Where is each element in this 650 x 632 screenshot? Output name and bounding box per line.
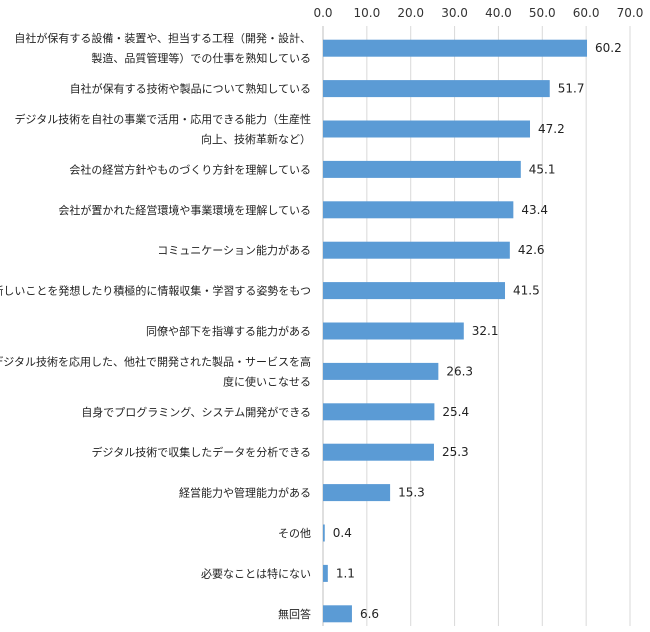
bar [323, 241, 510, 259]
category-label: 必要なことは特にない [201, 566, 311, 580]
category-label: その他 [278, 527, 311, 540]
value-label: 6.6 [360, 607, 379, 621]
value-labels: 60.2 51.7 47.2 45.1 43.4 42.6 41.5 32.1 26.3 25.4… [333, 41, 622, 621]
value-label: 25.4 [442, 405, 469, 419]
x-axis-ticks: 0.0 10.0 20.0 30.0 40.0 50.0 60.0 70.0 [313, 6, 643, 20]
bar [323, 403, 435, 421]
category-label: 度に使いこなせる [223, 374, 311, 388]
x-tick-label: 0.0 [313, 6, 332, 20]
value-label: 32.1 [472, 324, 499, 338]
value-label: 26.3 [446, 364, 473, 378]
category-label: コミュニケーション能力がある [157, 243, 311, 257]
value-label: 0.4 [333, 526, 352, 540]
category-label: デジタル技術を応用した、他社で開発された製品・サービスを高 [0, 354, 311, 368]
value-label: 25.3 [442, 445, 469, 459]
value-label: 45.1 [529, 162, 556, 176]
x-tick-label: 30.0 [441, 6, 468, 20]
category-label: 自身でプログラミング、システム開発ができる [81, 405, 311, 419]
category-label: 会社が置かれた経営環境や事業環境を理解している [58, 203, 311, 217]
x-tick-label: 70.0 [617, 6, 644, 20]
value-label: 60.2 [595, 41, 622, 55]
value-label: 51.7 [558, 82, 585, 96]
bar [323, 120, 531, 138]
x-tick-label: 60.0 [573, 6, 600, 20]
bar [323, 564, 328, 582]
x-tick-label: 10.0 [353, 6, 380, 20]
bar [323, 80, 550, 98]
category-label: 会社の経営方針やものづくり方針を理解している [69, 162, 311, 176]
bar [323, 484, 391, 502]
category-label: デジタル技術で収集したデータを分析できる [91, 445, 311, 459]
category-label: 自社が保有する設備・装置や、担当する工程（開発・設計、 [14, 31, 311, 45]
category-label: 向上、技術革新など） [201, 132, 311, 146]
bar [323, 443, 434, 461]
category-label: 同僚や部下を指導する能力がある [146, 324, 311, 338]
bar [323, 362, 439, 380]
category-label: デジタル技術を自社の事業で活用・応用できる能力（生産性 [14, 112, 311, 126]
bar [323, 201, 514, 219]
value-label: 15.3 [398, 486, 425, 500]
bar [323, 322, 464, 340]
bar [323, 282, 506, 300]
category-label: 製造、品質管理等）での仕事を熟知している [91, 51, 311, 65]
x-tick-label: 50.0 [529, 6, 556, 20]
value-label: 41.5 [513, 284, 540, 298]
category-labels: 自社が保有する設備・装置や、担当する工程（開発・設計、製造、品質管理等）での仕事… [0, 31, 311, 621]
category-label: 新しいことを発想したり積極的に情報収集・学習する姿勢をもつ [0, 284, 311, 298]
bar [323, 160, 521, 178]
bar [323, 524, 325, 542]
bar [323, 39, 588, 57]
value-label: 1.1 [336, 566, 355, 580]
category-label: 経営能力や管理能力がある [179, 486, 311, 500]
category-label: 自社が保有する技術や製品について熟知している [70, 82, 311, 96]
bars [323, 39, 588, 623]
value-label: 43.4 [521, 203, 548, 217]
value-label: 47.2 [538, 122, 565, 136]
x-tick-label: 40.0 [485, 6, 512, 20]
x-tick-label: 20.0 [397, 6, 424, 20]
value-label: 42.6 [518, 243, 545, 257]
bar [323, 605, 352, 623]
category-label: 無回答 [278, 607, 311, 621]
